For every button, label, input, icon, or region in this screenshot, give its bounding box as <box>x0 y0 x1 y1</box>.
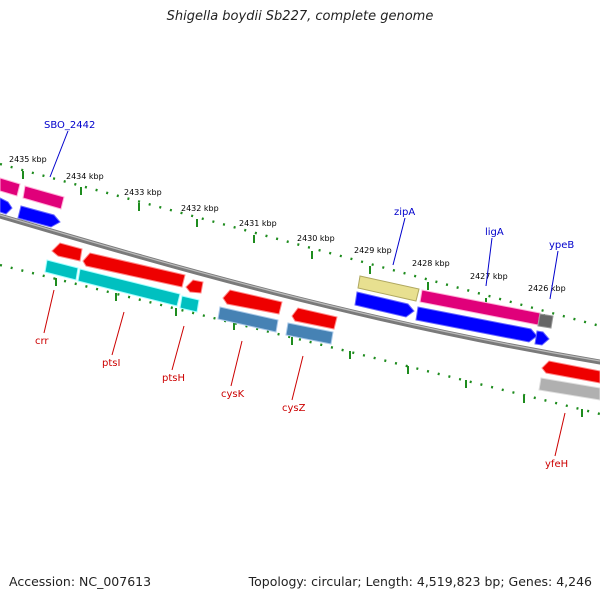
gene-feature[interactable] <box>538 377 600 401</box>
gene-feature[interactable] <box>0 177 21 197</box>
gene-label: ptsH <box>162 373 185 384</box>
gene-leader-line <box>49 130 69 178</box>
gene-leader-line <box>485 237 493 287</box>
tick-label: 2429 kbp <box>354 246 392 255</box>
gene-label: cysK <box>221 389 245 400</box>
gene-feature[interactable] <box>285 322 334 345</box>
map-title: Shigella boydii Sb227, complete genome <box>166 9 434 24</box>
gene-leader-line <box>43 289 55 334</box>
gene-leader-line <box>291 355 304 401</box>
gene-arrow[interactable] <box>354 291 415 318</box>
gene-feature[interactable] <box>77 268 181 307</box>
gene-arrow[interactable] <box>222 289 283 315</box>
gene-feature[interactable] <box>179 295 200 313</box>
gene-arrow[interactable] <box>534 330 550 346</box>
gene-arrow[interactable] <box>82 252 186 288</box>
gene-leader-line <box>230 340 243 387</box>
tick-label: 2426 kbp <box>528 284 566 293</box>
upper-tick-track <box>0 162 600 328</box>
gene-label: ypeB <box>549 240 574 251</box>
accession-text: Accession: NC_007613 <box>9 574 152 589</box>
tick-label: 2435 kbp <box>9 155 47 164</box>
gene-leader-line <box>549 250 559 300</box>
tick-label: 2432 kbp <box>181 204 219 213</box>
gene-feature[interactable] <box>357 275 420 302</box>
gene-label: zipA <box>394 207 415 218</box>
gene-feature[interactable] <box>22 185 65 210</box>
gene-leader-line <box>111 311 125 356</box>
gene-label: ligA <box>485 227 504 238</box>
genome-backbone <box>0 213 600 365</box>
lower-major-ticks <box>55 278 583 417</box>
gene-arrow[interactable] <box>17 205 61 228</box>
tick-label: 2431 kbp <box>239 219 277 228</box>
tick-label: 2434 kbp <box>66 172 104 181</box>
tick-label: 2433 kbp <box>124 188 162 197</box>
gene-leader-line <box>171 325 185 371</box>
gene-arrow[interactable] <box>541 360 600 384</box>
tick-label: 2430 kbp <box>297 234 335 243</box>
gene-feature[interactable] <box>44 259 79 281</box>
tick-label: 2427 kbp <box>470 272 508 281</box>
gene-arrow[interactable] <box>291 307 338 330</box>
genome-summary-text: Topology: circular; Length: 4,519,823 bp… <box>248 574 592 589</box>
gene-arrow[interactable] <box>0 197 13 215</box>
lower-tick-track <box>0 263 600 416</box>
gene-label: ptsI <box>102 358 120 369</box>
gene-arrow[interactable] <box>51 242 83 262</box>
gene-label: crr <box>35 336 49 347</box>
gene-label: SBO_2442 <box>44 120 95 131</box>
gene-label: cysZ <box>282 403 306 414</box>
gene-feature[interactable] <box>537 313 554 329</box>
gene-leader-line <box>392 217 406 266</box>
genome-backbone-highlight <box>0 214 600 362</box>
gene-arrow[interactable] <box>185 279 204 294</box>
gene-feature[interactable] <box>217 306 279 333</box>
tick-label: 2428 kbp <box>412 259 450 268</box>
gene-leader-line <box>554 412 566 457</box>
gene-label: yfeH <box>545 459 568 470</box>
gene-arrow[interactable] <box>415 306 538 343</box>
